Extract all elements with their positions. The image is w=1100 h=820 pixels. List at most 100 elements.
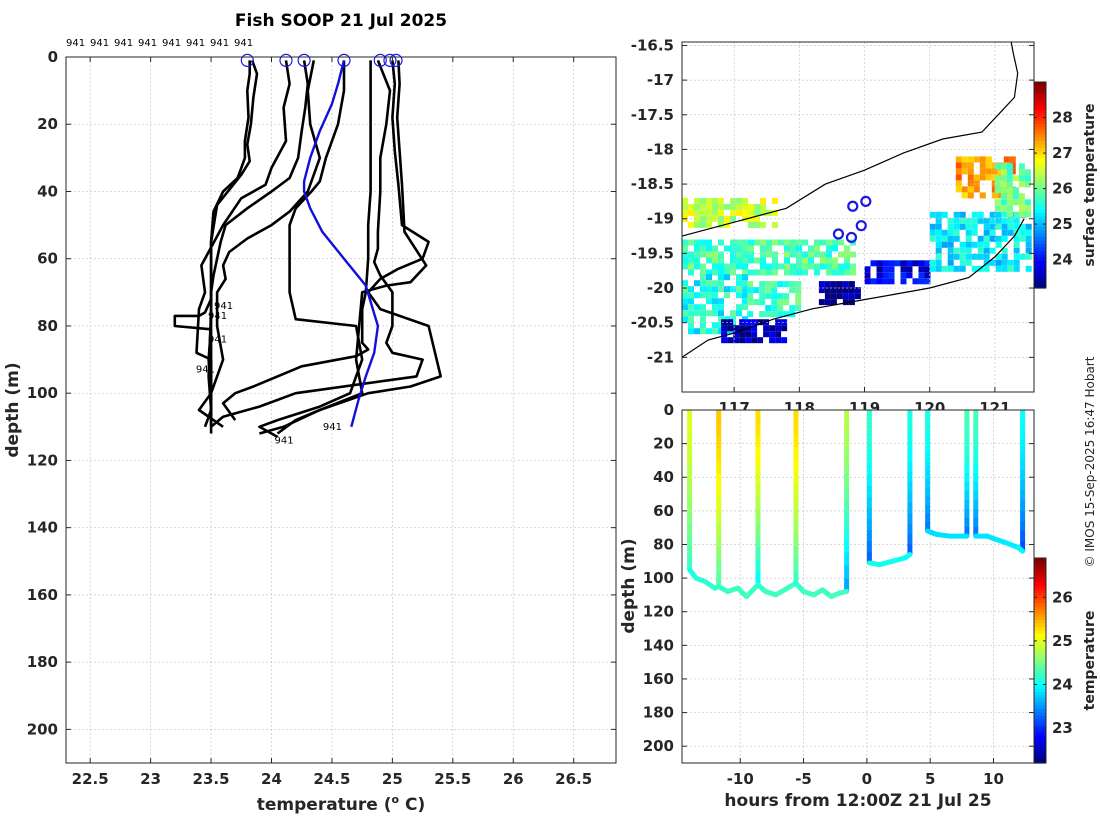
colorbar-segment [1034, 674, 1046, 679]
sst-pixel [1013, 259, 1020, 266]
sst-pixel [814, 263, 820, 270]
sst-pixel [724, 269, 730, 276]
sst-pixel [977, 217, 984, 224]
sst-pixel [718, 274, 724, 281]
sst-pixel [989, 223, 996, 230]
sst-pixel [947, 259, 954, 266]
sst-pixel [712, 209, 718, 216]
sst-pixel [712, 269, 718, 276]
sst-pixel [736, 286, 742, 293]
sst-pixel [1019, 229, 1026, 236]
colorbar-segment [1034, 126, 1046, 131]
sst-pixel [1000, 211, 1007, 218]
sst-pixel [961, 186, 968, 193]
sst-pixel [1025, 247, 1032, 254]
colorbar-segment [1034, 711, 1046, 716]
sst-pixel [766, 251, 772, 258]
sst-pixel [935, 265, 942, 272]
sst-pixel [985, 156, 992, 163]
sst-pixel [1019, 253, 1026, 260]
sst-pixel [688, 292, 694, 299]
profile-top-id-label: 941 [186, 38, 205, 49]
map-y-tick-label: -17.5 [631, 106, 674, 124]
profile-start-marker [297, 53, 311, 67]
sst-pixel [971, 217, 978, 224]
sst-pixel [739, 331, 746, 338]
sst-pixel [973, 156, 980, 163]
sst-pixel [765, 311, 772, 318]
sst-pixel [775, 337, 782, 344]
colorbar-segment [1034, 140, 1046, 145]
sst-pixel [973, 186, 980, 193]
map-y-tick-label: -18.5 [631, 175, 674, 193]
sst-pixel [718, 322, 724, 329]
sst-pixel [694, 221, 700, 228]
temperature-profile-line [195, 60, 291, 434]
sst-pixel [1025, 235, 1032, 242]
sst-pixel [977, 235, 984, 242]
ship-track-marker [847, 200, 859, 212]
sst-pixel [718, 286, 724, 293]
sst-pixel [730, 257, 736, 264]
sst-pixel [763, 325, 770, 332]
profile-x-tick-label: 22.5 [72, 770, 109, 788]
sst-pixel [784, 239, 790, 246]
sst-pixel [682, 316, 688, 323]
sst-pixel [772, 209, 778, 216]
colorbar-segment [1034, 191, 1046, 196]
sst-pixel [688, 239, 694, 246]
sst-pixel [700, 328, 706, 335]
sst-pixel [766, 239, 772, 246]
colorbar-segment [1034, 82, 1046, 87]
sst-pixel [790, 263, 796, 270]
map-y-tick-label: -17 [647, 71, 674, 89]
sst-pixel [754, 269, 760, 276]
profile-x-axis-label: temperature (o C) [257, 793, 426, 815]
sst-pixel [947, 217, 954, 224]
sst-pixel [844, 269, 850, 276]
sst-pixel [783, 281, 790, 288]
colorbar-segment [1034, 592, 1046, 597]
sst-pixel [778, 239, 784, 246]
sst-pixel [1025, 253, 1032, 260]
sst-pixel [959, 247, 966, 254]
colorbar-label: temperature [1082, 611, 1098, 711]
sst-pixel [953, 265, 960, 272]
sst-pixel [742, 304, 748, 311]
imos-credit: © IMOS 15-Sep-2025 16:47 Hobart [1083, 356, 1097, 567]
colorbar-segment [1034, 558, 1046, 563]
sst-pixel [818, 299, 825, 306]
bottom-trace-segment [902, 552, 913, 561]
colorbar-segment [1034, 284, 1046, 289]
sst-pixel [947, 247, 954, 254]
colorbar-segment [1034, 277, 1046, 282]
track-markers-group [832, 195, 872, 244]
sst-pixel [842, 293, 849, 300]
sst-pixel [985, 168, 992, 175]
colorbar-segment [1034, 133, 1046, 138]
colorbar-segment [1034, 239, 1046, 244]
sst-pixel [1012, 187, 1019, 194]
temperature-profile-line [258, 60, 364, 439]
sst-pixel [736, 280, 742, 287]
sst-pixel [742, 263, 748, 270]
colorbar-segment [1034, 267, 1046, 272]
sst-pixel [688, 269, 694, 276]
sst-pixel [983, 241, 990, 248]
sst-pixel [850, 269, 856, 276]
sst-pixel [953, 217, 960, 224]
sst-pixel [765, 281, 772, 288]
profile-top-id-label: 941 [138, 38, 157, 49]
profile-top-id-label: 941 [114, 38, 133, 49]
sst-pixel [682, 257, 688, 264]
sst-pixel [989, 259, 996, 266]
sst-pixel [727, 337, 734, 344]
sst-pixel [733, 325, 740, 332]
depth-time-y-tick-label: 160 [643, 670, 674, 688]
profile-top-id-label: 941 [162, 38, 181, 49]
sst-pixel [751, 319, 758, 326]
sst-pixel [979, 156, 986, 163]
sst-pixel [838, 239, 844, 246]
sst-pixel [1001, 253, 1008, 260]
sst-pixel [745, 331, 752, 338]
